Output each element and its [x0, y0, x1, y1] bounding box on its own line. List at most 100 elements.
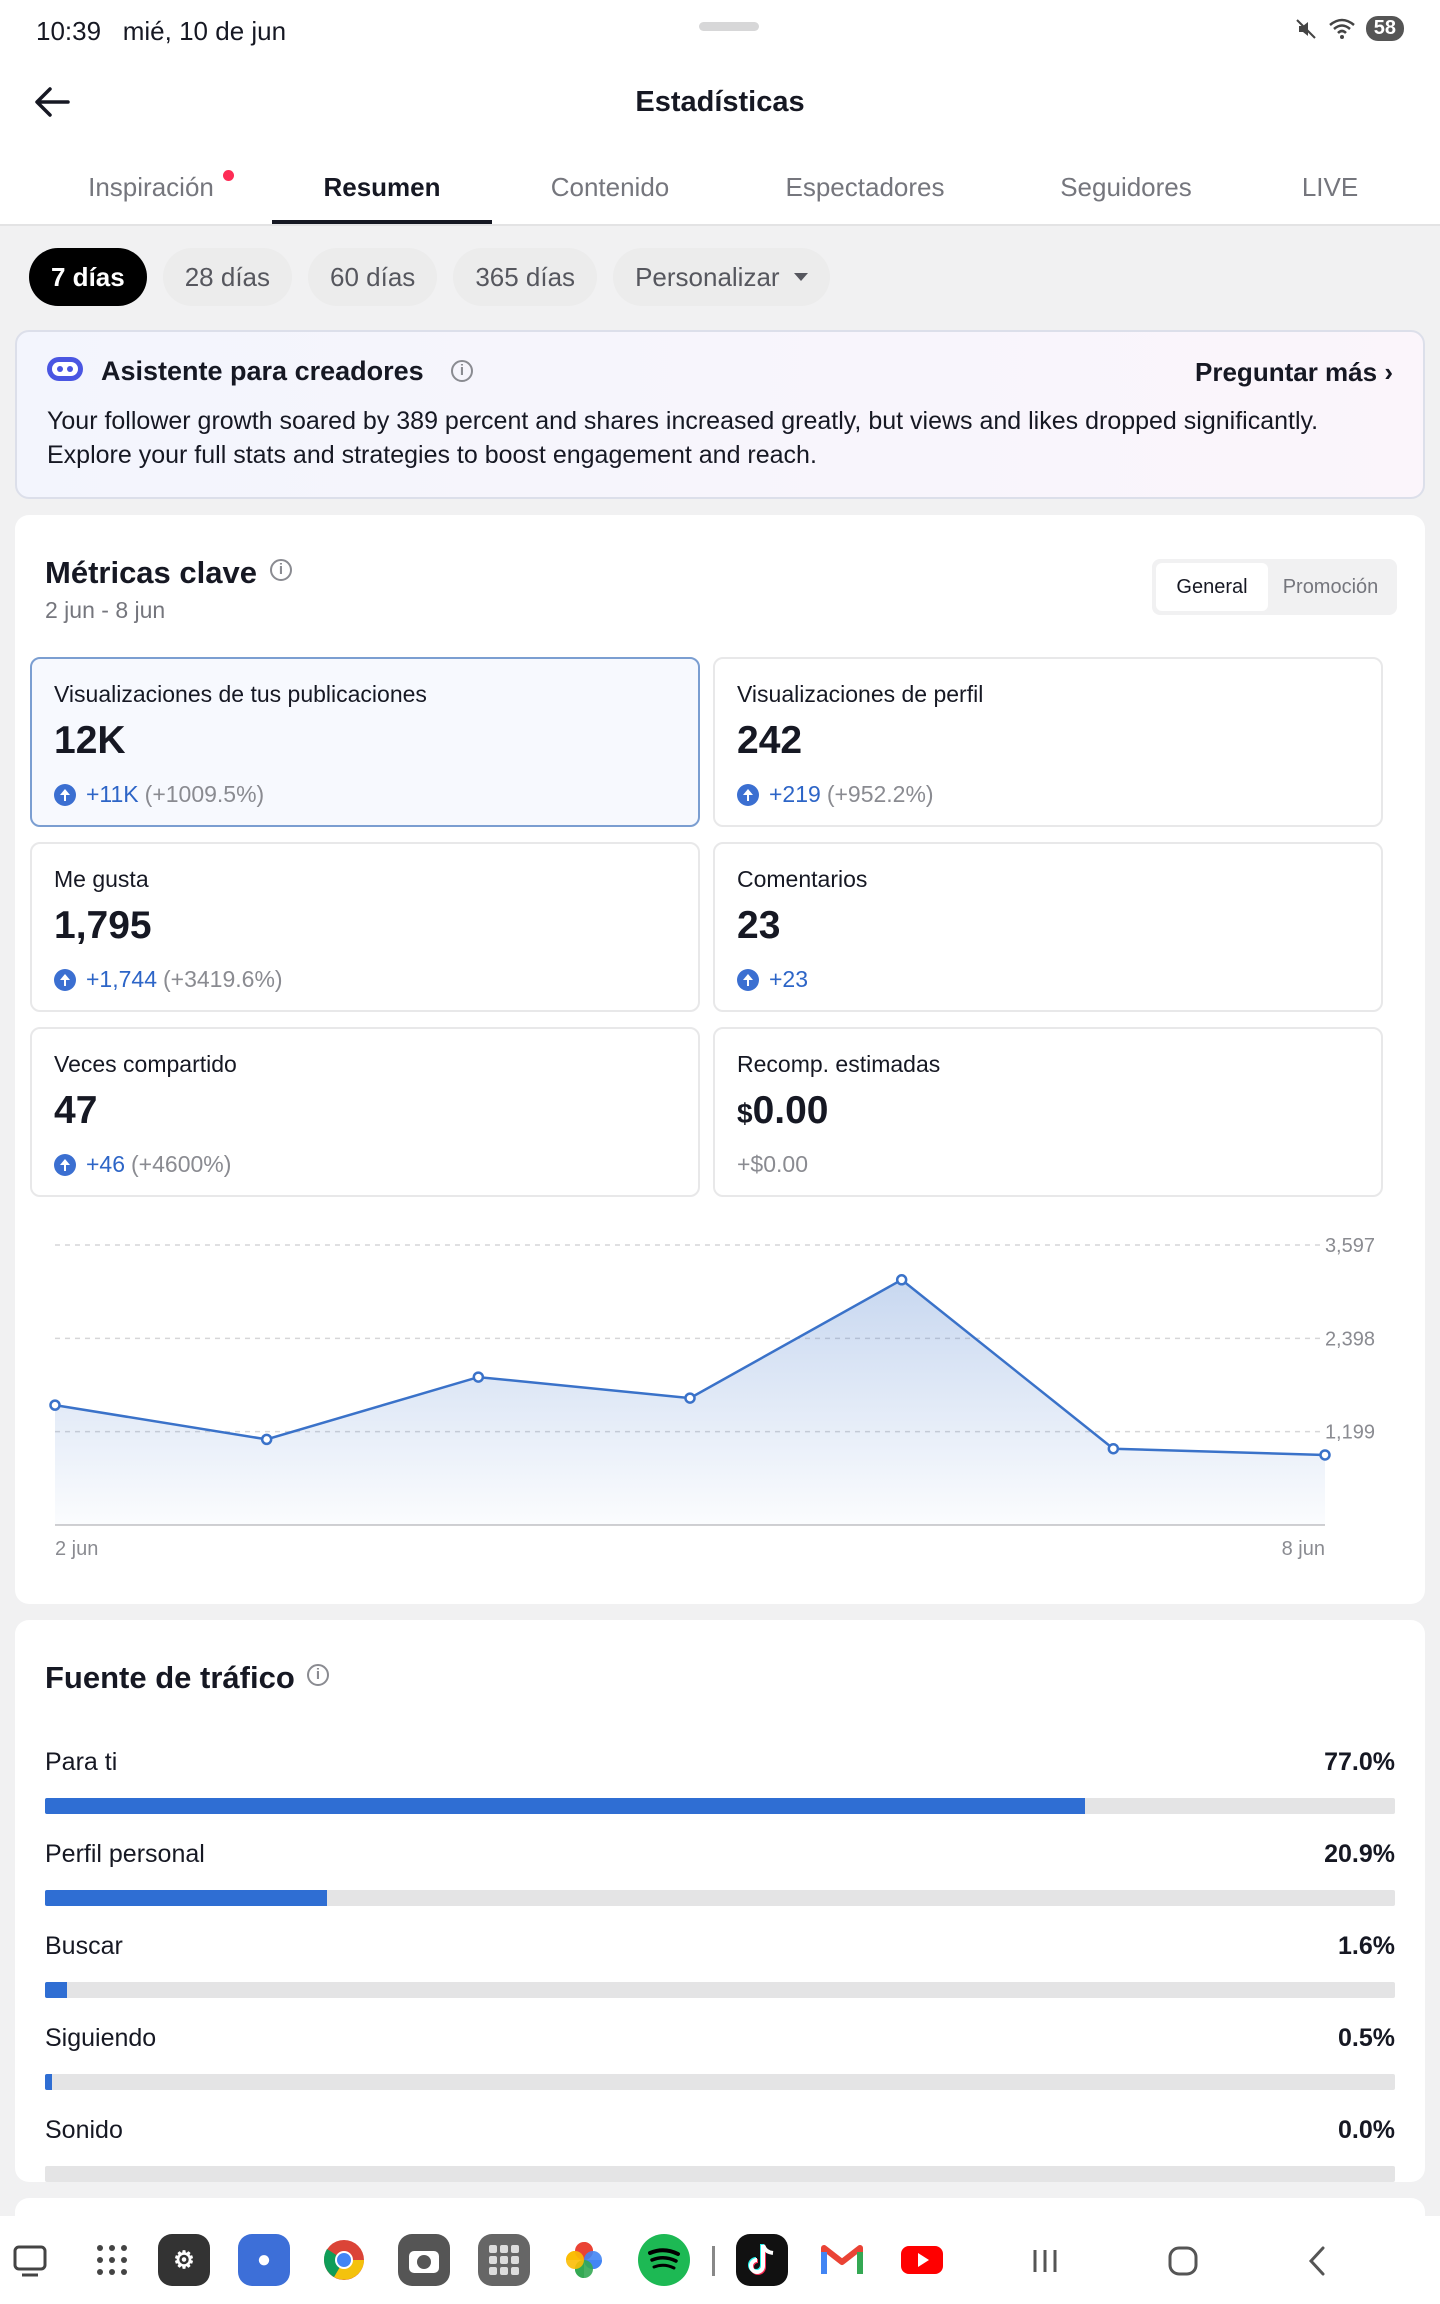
top-bar: 10:39 mié, 10 de jun 58 Estadísticas Ins… [0, 0, 1440, 226]
tab-bar: Inspiración Resumen Contenido Espectador… [0, 162, 1440, 224]
chart-x-tick-label: 8 jun [1282, 1538, 1325, 1560]
tiktok-app-icon[interactable] [736, 2234, 788, 2286]
metric-value: 12K [54, 719, 126, 762]
tab-resumen[interactable]: Resumen [272, 172, 492, 224]
tab-live[interactable]: LIVE [1301, 172, 1359, 202]
metric-delta: +$0.00 [737, 1151, 808, 1177]
chart-point [1107, 1442, 1120, 1455]
metric-label: Veces compartido [54, 1051, 237, 1077]
chevron-right-icon: › [1384, 357, 1393, 387]
traffic-source-percent: 77.0% [1324, 1748, 1395, 1776]
info-icon[interactable]: i [270, 559, 292, 581]
traffic-source-name: Perfil personal [45, 1840, 205, 1868]
photos-app-icon[interactable] [558, 2234, 610, 2286]
chart-point [49, 1399, 61, 1411]
back-button[interactable] [1292, 2236, 1342, 2286]
status-handle [699, 22, 759, 31]
traffic-source-row: Para ti 77.0% [45, 1748, 1395, 1818]
metric-label: Visualizaciones de tus publicaciones [54, 681, 427, 707]
traffic-source-row: Buscar 1.6% [45, 1932, 1395, 2002]
metric-value: 23 [737, 904, 781, 947]
messages-app-icon[interactable]: ● [238, 2234, 290, 2286]
nav-divider [712, 2246, 715, 2276]
assistant-robot-icon [47, 357, 83, 381]
traffic-source-name: Sonido [45, 2116, 123, 2144]
chrome-app-icon[interactable] [318, 2234, 370, 2286]
page-title: Estadísticas [635, 86, 805, 118]
recents-button[interactable] [1020, 2236, 1070, 2286]
metric-profile-views[interactable]: Visualizaciones de perfil 242 +219 (+952.… [713, 657, 1383, 827]
metric-label: Comentarios [737, 866, 868, 892]
range-28-days[interactable]: 28 días [162, 248, 293, 306]
metric-post-views[interactable]: Visualizaciones de tus publicaciones 12K… [30, 657, 700, 827]
traffic-source-bar [45, 1890, 1395, 1906]
views-line-chart[interactable]: 3,597 2,398 1,199 2 jun 8 jun [15, 1225, 1425, 1595]
recent-apps-panel-icon[interactable] [4, 2234, 56, 2286]
date-range-selector: 7 días 28 días 60 días 365 días Personal… [29, 248, 830, 306]
spotify-app-icon[interactable] [638, 2234, 690, 2286]
traffic-source-name: Para ti [45, 1748, 118, 1776]
back-arrow-icon[interactable] [28, 78, 76, 126]
metric-shares[interactable]: Veces compartido 47 +46 (+4600%) [30, 1027, 700, 1197]
segment-general[interactable]: General [1156, 563, 1268, 611]
traffic-source-percent: 1.6% [1338, 1932, 1395, 1960]
metric-value: $0.00 [737, 1089, 829, 1132]
key-metrics-title: Métricas clave [45, 555, 257, 590]
apps-folder-icon[interactable] [478, 2234, 530, 2286]
metric-delta: +219 (+952.2%) [737, 781, 934, 808]
metric-label: Recomp. estimadas [737, 1051, 941, 1077]
traffic-source-bar-fill [45, 1890, 328, 1906]
tab-seguidores[interactable]: Seguidores [1060, 172, 1192, 202]
traffic-source-row: Perfil personal 20.9% [45, 1840, 1395, 1910]
info-icon[interactable]: i [307, 1664, 329, 1686]
traffic-source-row: Siguiendo 0.5% [45, 2024, 1395, 2094]
traffic-source-row: Sonido 0.0% [45, 2116, 1395, 2186]
range-7-days[interactable]: 7 días [29, 248, 147, 306]
settings-app-icon[interactable]: ⚙ [158, 2234, 210, 2286]
mute-icon [1296, 18, 1316, 39]
camera-app-icon[interactable] [398, 2234, 450, 2286]
metric-value: 1,795 [54, 904, 152, 947]
arrow-up-icon [54, 968, 76, 991]
metric-value: 47 [54, 1089, 98, 1132]
chart-point [1319, 1449, 1331, 1461]
ask-more-link[interactable]: Preguntar más › [1195, 357, 1393, 387]
metrics-date-range: 2 jun - 8 jun [45, 597, 166, 623]
range-365-days[interactable]: 365 días [453, 248, 598, 306]
system-nav-bar: ⚙ ● [0, 2216, 1440, 2304]
traffic-source-bar [45, 1982, 1395, 1998]
info-icon[interactable]: i [451, 360, 473, 382]
range-60-days[interactable]: 60 días [308, 248, 438, 306]
gmail-app-icon[interactable] [816, 2234, 868, 2286]
header: Estadísticas [0, 70, 1440, 134]
traffic-source-card: Fuente de tráfico i Para ti 77.0% Perfil p… [15, 1620, 1425, 2182]
metric-delta: +23 [737, 966, 814, 993]
wifi-icon [1328, 18, 1355, 39]
metric-label: Visualizaciones de perfil [737, 681, 984, 707]
arrow-up-icon [54, 1153, 76, 1176]
assistant-title: Asistente para creadores [101, 356, 424, 386]
arrow-up-icon [737, 968, 759, 991]
status-icons: 58 [1294, 16, 1404, 41]
tab-contenido[interactable]: Contenido [550, 172, 670, 202]
youtube-app-icon[interactable] [896, 2234, 948, 2286]
status-time: 10:39 mié, 10 de jun [36, 16, 287, 46]
app-drawer-icon[interactable] [86, 2234, 138, 2286]
metric-estimated-rewards[interactable]: Recomp. estimadas $0.00 +$0.00 [713, 1027, 1383, 1197]
segment-promocion[interactable]: Promoción [1282, 576, 1379, 598]
tab-espectadores[interactable]: Espectadores [785, 172, 945, 202]
tab-inspiracion[interactable]: Inspiración [88, 172, 214, 202]
traffic-source-bar-fill [45, 1798, 1085, 1814]
traffic-source-bar [45, 2074, 1395, 2090]
range-custom[interactable]: Personalizar [613, 248, 830, 306]
chart-y-tick-label: 1,199 [1325, 1422, 1375, 1444]
traffic-source-bar-fill [45, 1982, 67, 1998]
metric-delta: +11K (+1009.5%) [54, 781, 264, 808]
home-button[interactable] [1158, 2236, 1208, 2286]
assistant-summary: Your follower growth soared by 389 perce… [47, 407, 1319, 469]
traffic-source-bar-fill [45, 2074, 52, 2090]
caret-down-icon [793, 273, 808, 281]
metric-comments[interactable]: Comentarios 23 +23 [713, 842, 1383, 1012]
metric-label: Me gusta [54, 866, 149, 892]
metric-likes[interactable]: Me gusta 1,795 +1,744 (+3419.6%) [30, 842, 700, 1012]
